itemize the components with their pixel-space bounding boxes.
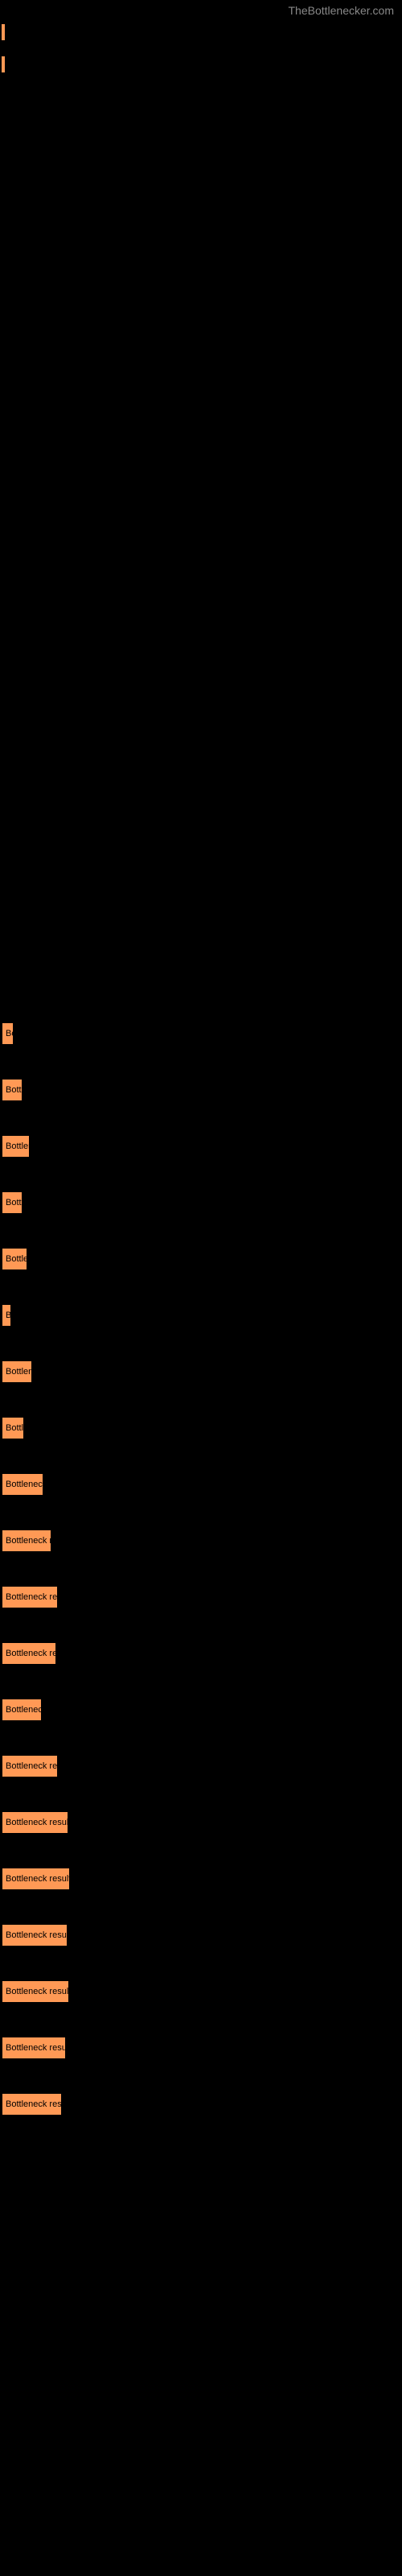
- bar-row: Bottleneck re: [2, 1530, 402, 1552]
- bar: Bottle: [2, 1248, 27, 1270]
- bar-row: Bottlene: [2, 1360, 402, 1383]
- bar: Bottl: [2, 1417, 24, 1439]
- bar: Bo: [2, 1022, 14, 1045]
- bar: Bottleneck resu: [2, 1755, 58, 1777]
- watermark: TheBottlenecker.com: [288, 4, 394, 17]
- bar: Bottlene: [2, 1135, 30, 1158]
- bar-row: Bottle: [2, 1248, 402, 1270]
- bar: Bottleneck result: [2, 1980, 69, 2003]
- bar: Bottleneck: [2, 1699, 42, 1721]
- bar-row: Bott: [2, 1079, 402, 1101]
- bar-row: Bottleneck res: [2, 1642, 402, 1665]
- tick-mark-2: [2, 56, 5, 72]
- bar-chart: Bo Bott Bottlene Bott Bottle B Bottlene Bottl Bo…: [2, 1022, 402, 2116]
- bar-row: Bottleneck r: [2, 1473, 402, 1496]
- bar: Bottleneck result: [2, 1868, 70, 1890]
- bar: Bottleneck result: [2, 2037, 66, 2059]
- bar-row: Bottl: [2, 1417, 402, 1439]
- bar: Bottleneck result: [2, 1811, 68, 1834]
- bar: Bottleneck resul: [2, 2093, 62, 2116]
- bar-row: Bottleneck resu: [2, 1586, 402, 1608]
- bar: Bottleneck result: [2, 1924, 68, 1946]
- bar-row: Bottleneck resu: [2, 1755, 402, 1777]
- bar: Bottleneck resu: [2, 1586, 58, 1608]
- bar: Bott: [2, 1191, 23, 1214]
- tick-mark-1: [2, 24, 5, 40]
- bar-row: Bottleneck resul: [2, 2093, 402, 2116]
- bar-row: B: [2, 1304, 402, 1327]
- top-tick-marks: [2, 24, 402, 72]
- bar-row: Bott: [2, 1191, 402, 1214]
- bar: B: [2, 1304, 11, 1327]
- bar-row: Bottleneck: [2, 1699, 402, 1721]
- bar: Bottleneck res: [2, 1642, 56, 1665]
- bar-row: Bottleneck result: [2, 1980, 402, 2003]
- bar: Bott: [2, 1079, 23, 1101]
- bar: Bottleneck r: [2, 1473, 43, 1496]
- bar: Bottleneck re: [2, 1530, 51, 1552]
- bar-row: Bo: [2, 1022, 402, 1045]
- bar: Bottlene: [2, 1360, 32, 1383]
- bar-row: Bottleneck result: [2, 1811, 402, 1834]
- bar-row: Bottleneck result: [2, 2037, 402, 2059]
- bar-row: Bottleneck result: [2, 1924, 402, 1946]
- bar-row: Bottlene: [2, 1135, 402, 1158]
- bar-row: Bottleneck result: [2, 1868, 402, 1890]
